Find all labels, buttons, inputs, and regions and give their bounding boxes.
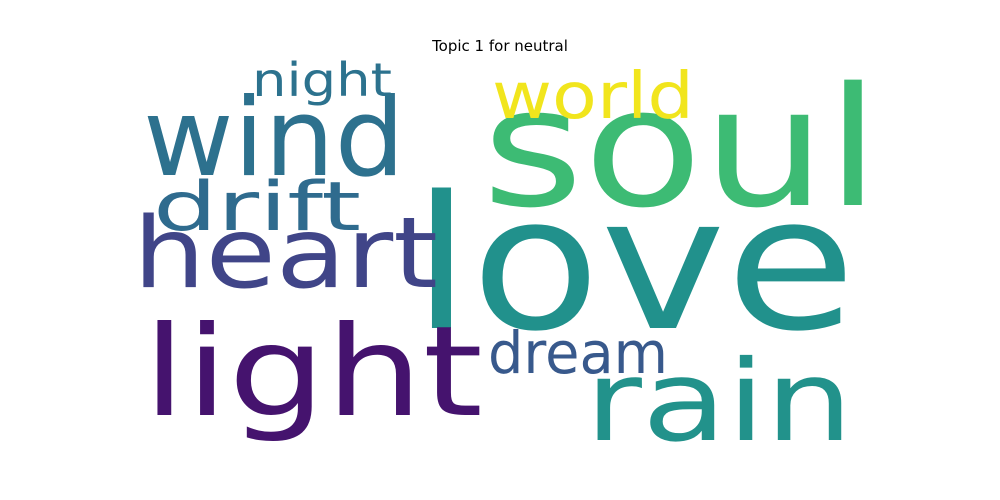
chart-title: Topic 1 for neutral (432, 37, 568, 55)
word-soul: soul (482, 52, 880, 244)
word-light: light (143, 300, 483, 445)
word-night: night (252, 53, 392, 107)
word-love: love (412, 156, 856, 372)
word-world: world (492, 60, 694, 134)
word-dream: dream (488, 319, 668, 387)
word-drift: drift (153, 168, 361, 247)
word-rain: rain (585, 337, 853, 467)
word-heart: heart (133, 197, 438, 311)
word-wind: wind (143, 76, 405, 201)
